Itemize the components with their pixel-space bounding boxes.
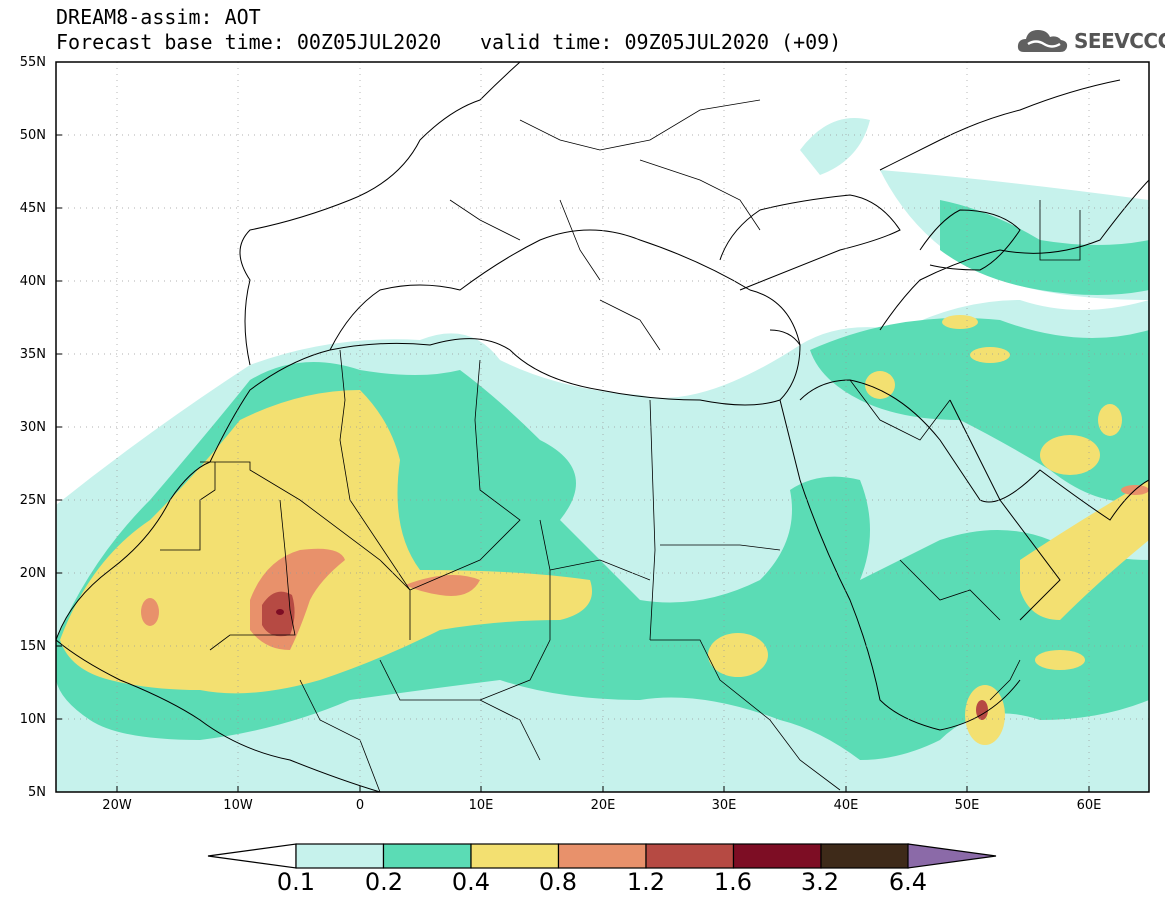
lat-label: 15N <box>19 639 46 654</box>
colorbar-box <box>557 843 647 869</box>
colorbar-label: 3.2 <box>800 868 840 896</box>
graticule <box>56 62 1149 792</box>
lat-label: 55N <box>19 55 46 70</box>
colorbar-under-arrow <box>207 843 297 869</box>
lat-label: 40N <box>19 274 46 289</box>
lon-label: 10W <box>223 798 253 813</box>
colorbar-box <box>820 843 910 869</box>
coastlines <box>56 62 1149 792</box>
lon-label: 30E <box>711 798 737 813</box>
lon-label: 50E <box>954 798 980 813</box>
borders <box>160 99 1081 792</box>
lat-label: 30N <box>19 420 46 435</box>
colorbar-label: 1.6 <box>713 868 753 896</box>
lat-label: 10N <box>19 712 46 727</box>
seevccc-logo: SEEVCCC <box>1016 24 1165 58</box>
colorbar-label: 0.4 <box>451 868 491 896</box>
lat-label: 35N <box>19 347 46 362</box>
aot-band-1.6 <box>276 609 284 615</box>
valid-time: valid time: 09Z05JUL2020 (+09) <box>480 30 842 54</box>
colorbar-box <box>645 843 735 869</box>
lon-label: 20W <box>102 798 132 813</box>
lat-label: 25N <box>19 493 46 508</box>
lat-label: 5N <box>28 785 46 800</box>
colorbar-over-arrow <box>907 843 997 869</box>
logo-text: SEEVCCC <box>1074 29 1165 53</box>
axis-ticks <box>56 134 1090 792</box>
lon-label: 60E <box>1076 798 1102 813</box>
colorbar-box <box>295 843 385 869</box>
colorbar-box <box>732 843 822 869</box>
forecast-base-time: Forecast base time: 00Z05JUL2020 <box>56 30 442 54</box>
lat-label: 20N <box>19 566 46 581</box>
colorbar-label: 1.2 <box>626 868 666 896</box>
colorbar-label: 0.8 <box>538 868 578 896</box>
cloud-icon <box>1017 30 1068 52</box>
lat-label: 50N <box>19 128 46 143</box>
colorbar-box <box>470 843 560 869</box>
lon-label: 10E <box>468 798 494 813</box>
map-title: DREAM8-assim: AOT <box>56 5 261 29</box>
colorbar-label: 0.2 <box>364 868 404 896</box>
lat-label: 45N <box>19 201 46 216</box>
lon-label: 0 <box>355 798 365 813</box>
colorbar <box>207 843 997 869</box>
lon-label: 20E <box>590 798 616 813</box>
colorbar-label: 6.4 <box>888 868 928 896</box>
lon-label: 40E <box>833 798 859 813</box>
colorbar-box <box>382 843 472 869</box>
colorbar-label: 0.1 <box>276 868 316 896</box>
